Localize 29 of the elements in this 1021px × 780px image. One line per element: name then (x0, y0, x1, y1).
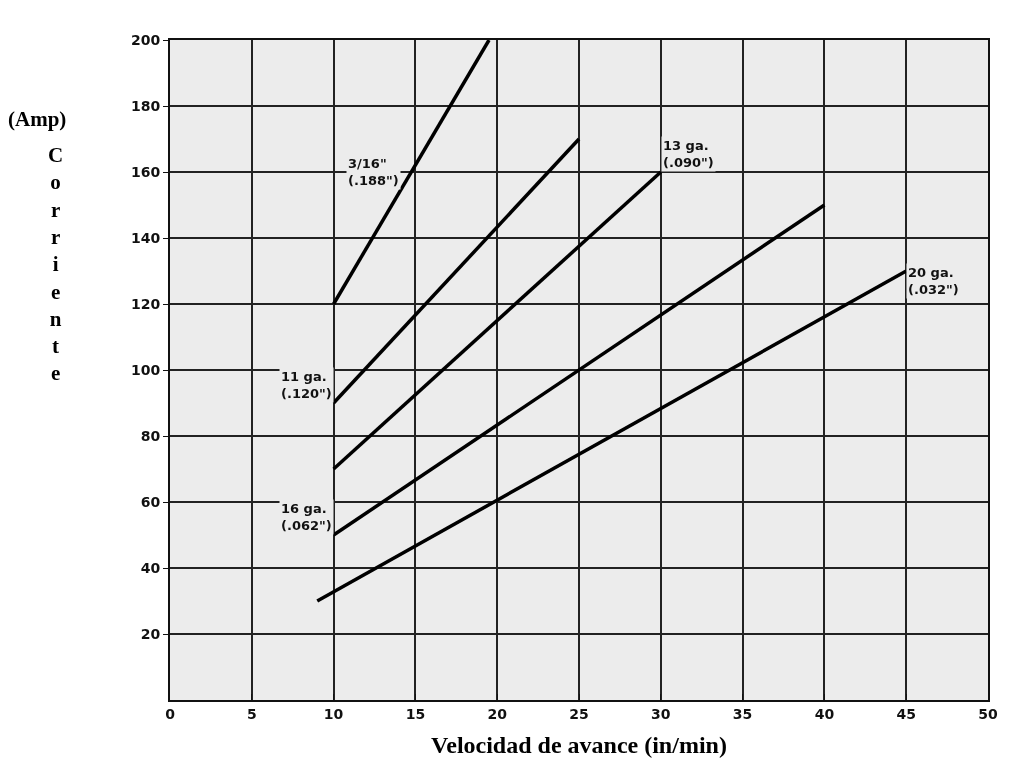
x-tick-label: 15 (405, 705, 426, 722)
x-tick-label: 10 (323, 705, 344, 722)
series-label: 3/16" (.188") (348, 156, 399, 188)
x-tick-label: 50 (978, 705, 998, 722)
series-label: 16 ga. (.062") (281, 501, 332, 533)
y-tick-label: 40 (140, 559, 161, 576)
y-tick-label: 20 (140, 625, 161, 642)
x-tick-label: 35 (732, 705, 753, 722)
series-label: 20 ga. (.032") (908, 265, 959, 297)
y-tick-label: 100 (130, 361, 161, 378)
y-tick-label: 60 (140, 493, 161, 510)
series-label: 13 ga. (.090") (663, 138, 714, 170)
x-tick-label: 30 (651, 705, 671, 722)
x-tick-label: 5 (246, 705, 257, 722)
x-axis-title: Velocidad de avance (in/min) (431, 731, 727, 758)
text: Corriente (48, 143, 64, 386)
y-tick-label: 140 (130, 229, 161, 246)
x-tick-label: 0 (165, 705, 176, 722)
y-tick-label: 80 (140, 427, 161, 444)
x-tick-label: 40 (814, 705, 835, 722)
y-tick-label: 180 (130, 97, 161, 114)
y-tick-label: 160 (130, 163, 161, 180)
text: (Amp) (8, 107, 67, 131)
y-tick-label: 120 (130, 295, 161, 312)
x-tick-label: 45 (896, 705, 916, 722)
x-tick-label: 25 (569, 705, 589, 722)
y-tick-label: 200 (130, 31, 161, 48)
x-tick-label: 20 (487, 705, 508, 722)
series-label: 11 ga. (.120") (281, 369, 332, 401)
